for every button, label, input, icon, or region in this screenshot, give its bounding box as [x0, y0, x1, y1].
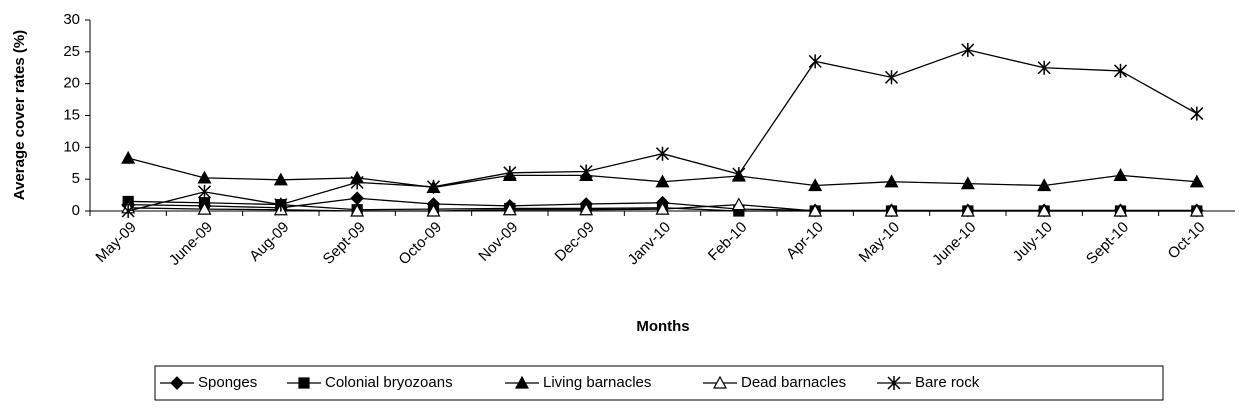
x-tick-label: Aug-09	[246, 219, 292, 265]
marker	[1189, 203, 1204, 217]
y-tick-label: 10	[63, 138, 80, 155]
marker	[960, 176, 975, 190]
marker	[655, 146, 670, 161]
marker	[197, 184, 212, 199]
marker	[960, 203, 975, 217]
legend-marker	[887, 376, 901, 390]
x-tick-label: June-10	[929, 219, 979, 269]
y-tick-label: 0	[72, 202, 80, 219]
x-axis-title: Months	[636, 318, 689, 335]
marker	[1113, 168, 1128, 181]
marker	[579, 202, 594, 216]
x-tick-label: May-10	[856, 219, 903, 266]
legend-label: Colonial bryozoans	[325, 374, 453, 391]
marker	[961, 42, 975, 57]
marker	[350, 203, 365, 217]
y-axis-title: Average cover rates (%)	[11, 30, 28, 200]
x-tick-label: Octo-09	[395, 219, 445, 269]
marker	[426, 179, 441, 194]
y-tick-label: 15	[63, 106, 80, 123]
marker	[121, 150, 136, 164]
marker	[1190, 106, 1204, 121]
marker	[1189, 174, 1204, 188]
x-tick-label: July-10	[1010, 219, 1056, 265]
x-tick-label: Dec-09	[552, 219, 598, 265]
x-tick-label: Janv-10	[624, 219, 674, 269]
marker	[121, 204, 135, 218]
legend-label: Bare rock	[915, 374, 980, 391]
marker	[655, 201, 670, 215]
legend-marker	[170, 376, 184, 390]
marker	[579, 164, 593, 179]
y-tick-label: 30	[63, 11, 80, 28]
legend-label: Sponges	[198, 374, 257, 391]
x-tick-label: June-09	[166, 219, 216, 269]
marker	[503, 165, 517, 180]
marker	[1037, 178, 1052, 192]
marker	[1113, 203, 1128, 217]
marker	[502, 202, 517, 216]
legend-label: Dead barnacles	[741, 374, 846, 391]
marker	[1037, 203, 1052, 217]
x-tick-label: Oct-10	[1165, 219, 1209, 263]
marker	[732, 167, 746, 182]
marker	[273, 172, 288, 186]
marker	[884, 203, 899, 217]
legend-box	[154, 365, 1164, 401]
marker	[350, 191, 365, 206]
marker	[731, 197, 746, 211]
x-tick-label: May-09	[92, 219, 139, 266]
marker	[1113, 63, 1128, 78]
marker	[426, 203, 441, 217]
y-tick-label: 25	[63, 43, 80, 60]
x-tick-label: Nov-09	[475, 219, 521, 265]
x-tick-label: Sept-10	[1083, 219, 1132, 268]
x-tick-label: Sept-09	[320, 219, 369, 268]
legend-marker	[298, 377, 310, 389]
y-tick-label: 5	[72, 170, 80, 187]
legend-label: Living barnacles	[543, 374, 651, 391]
marker	[884, 174, 899, 188]
marker	[808, 203, 823, 217]
marker	[884, 70, 899, 85]
y-tick-label: 20	[63, 75, 80, 92]
marker	[808, 178, 823, 192]
marker	[808, 54, 822, 69]
marker	[655, 174, 670, 188]
marker	[274, 197, 288, 212]
legend-marker	[712, 375, 728, 389]
marker	[197, 170, 212, 184]
x-tick-label: Apr-10	[783, 219, 827, 263]
x-tick-label: Feb-10	[705, 219, 751, 265]
legend-marker	[514, 375, 530, 389]
marker	[1037, 60, 1051, 75]
marker	[197, 201, 212, 215]
marker	[350, 175, 364, 190]
